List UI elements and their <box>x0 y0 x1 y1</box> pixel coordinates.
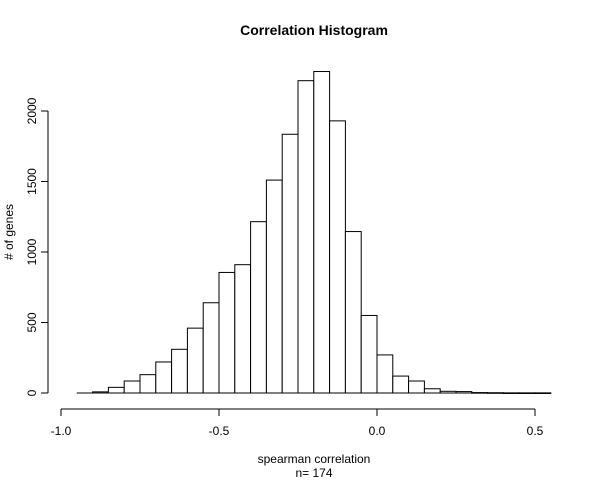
histogram-bar <box>186 327 204 394</box>
histogram-bar <box>455 391 473 394</box>
x-tick-label: -0.5 <box>209 424 230 438</box>
histogram-bar <box>281 133 299 394</box>
histogram-bar <box>250 221 267 394</box>
y-tick-label: 1000 <box>25 238 39 265</box>
histogram-bar <box>471 392 489 394</box>
x-axis-label: spearman correlation <box>258 452 371 466</box>
histogram-bar <box>265 179 283 394</box>
x-tick-label: 0.5 <box>527 424 544 438</box>
histogram-bar <box>408 380 425 394</box>
x-tick-label: -1.0 <box>51 424 72 438</box>
histogram-bar <box>92 391 109 394</box>
histogram-bar <box>502 392 520 394</box>
histogram-bar <box>155 361 173 394</box>
histogram-bar <box>360 314 378 394</box>
y-tick-label: 2000 <box>25 97 39 124</box>
histogram-bar <box>297 80 315 394</box>
histogram-bar <box>423 388 441 394</box>
histogram-bar <box>234 264 252 394</box>
histogram-bar <box>107 386 125 394</box>
y-tick-label: 0 <box>25 389 39 396</box>
histogram-bar <box>439 390 457 394</box>
y-axis-label: # of genes <box>2 204 16 260</box>
histogram-bar <box>534 392 552 394</box>
y-axis: 0 500 1000 1500 2000 <box>25 97 49 396</box>
histogram-bar <box>344 231 362 394</box>
histogram-bar <box>392 375 410 394</box>
histogram-bar <box>518 392 536 394</box>
histogram-bar <box>202 302 220 394</box>
histogram-bar <box>171 348 188 394</box>
histogram-bar <box>123 380 141 394</box>
histogram-bar <box>218 271 236 394</box>
histogram-bar <box>313 71 331 394</box>
x-tick-label: 0.0 <box>369 424 386 438</box>
histogram-bar <box>329 120 346 394</box>
y-tick-label: 1500 <box>25 168 39 195</box>
chart-title: Correlation Histogram <box>240 22 388 38</box>
histogram-bar <box>376 354 394 394</box>
x-axis: -1.0 -0.5 0.0 0.5 <box>51 408 544 438</box>
histogram-bar <box>139 374 157 394</box>
bars-group <box>76 71 552 394</box>
histogram-bar <box>487 392 504 394</box>
sample-size-label: n= 174 <box>295 466 332 480</box>
y-tick-label: 500 <box>25 312 39 332</box>
